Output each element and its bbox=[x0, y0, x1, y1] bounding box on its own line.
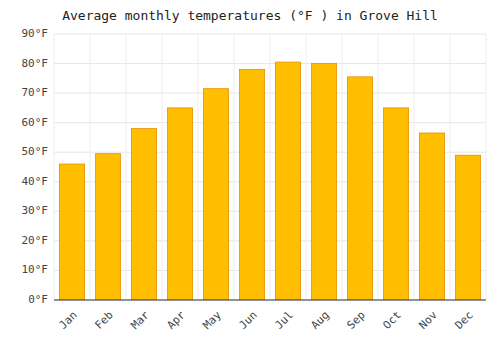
bar bbox=[59, 164, 84, 300]
x-tick-label: Nov bbox=[417, 308, 441, 332]
category-separator bbox=[270, 34, 271, 300]
category-separator bbox=[450, 34, 451, 300]
category-separator bbox=[162, 34, 163, 300]
x-tick-label: Feb bbox=[93, 309, 116, 332]
x-tick-label: Jul bbox=[273, 309, 296, 332]
x-tick-label: Mar bbox=[129, 308, 153, 332]
bar bbox=[311, 64, 336, 300]
category-separator bbox=[234, 34, 235, 300]
x-tick-label: Apr bbox=[165, 308, 189, 332]
y-tick-label: 50°F bbox=[22, 145, 49, 158]
title: Average monthly temperatures (°F ) in Gr… bbox=[62, 8, 438, 23]
category-separator bbox=[486, 34, 487, 300]
category-separator bbox=[378, 34, 379, 300]
x-tick-label: Jan bbox=[57, 309, 80, 332]
category-separator bbox=[90, 34, 91, 300]
bar bbox=[239, 69, 264, 300]
bar bbox=[131, 129, 156, 300]
y-tick-label: 10°F bbox=[22, 263, 49, 276]
grid bbox=[54, 34, 486, 300]
x-tick-label: Dec bbox=[453, 309, 476, 332]
y-tick-label: 20°F bbox=[22, 234, 49, 247]
x-axis-line bbox=[54, 300, 486, 301]
bars bbox=[59, 62, 480, 300]
bar bbox=[203, 89, 228, 300]
x-tick-label: Oct bbox=[381, 309, 404, 332]
chart: 0°F 10°F 20°F 30°F 40°F 50°F 60°F 70°F 80°F 90°F J… bbox=[0, 0, 500, 350]
x-tick-label: Jun bbox=[237, 309, 260, 332]
bar bbox=[95, 154, 120, 300]
y-tick-label: 70°F bbox=[22, 86, 49, 99]
x-axis: Jan Feb Mar Apr May Jun Jul Aug Sep Oct Nov Dec bbox=[57, 308, 476, 332]
y-tick-label: 30°F bbox=[22, 204, 49, 217]
category-separator bbox=[198, 34, 199, 300]
bar bbox=[419, 133, 444, 300]
y-tick-label: 40°F bbox=[22, 175, 49, 188]
y-tick-label: 80°F bbox=[22, 57, 49, 70]
y-tick-label: 60°F bbox=[22, 116, 49, 129]
category-separator bbox=[54, 34, 55, 300]
bar bbox=[275, 62, 300, 300]
bar bbox=[455, 155, 480, 300]
category-separator bbox=[306, 34, 307, 300]
y-tick-label: 90°F bbox=[22, 27, 49, 40]
category-separator bbox=[414, 34, 415, 300]
x-tick-label: Aug bbox=[309, 309, 332, 332]
bar bbox=[347, 77, 372, 300]
grid-line bbox=[54, 300, 486, 301]
y-axis: 0°F 10°F 20°F 30°F 40°F 50°F 60°F 70°F 80°F 90°F bbox=[22, 27, 49, 306]
x-tick-label: May bbox=[201, 308, 225, 332]
chart-container: 0°F 10°F 20°F 30°F 40°F 50°F 60°F 70°F 80°F 90°F J… bbox=[0, 0, 500, 350]
x-tick-label: Sep bbox=[345, 309, 368, 332]
category-separator bbox=[342, 34, 343, 300]
bar bbox=[383, 108, 408, 300]
category-separator bbox=[126, 34, 127, 300]
bar bbox=[167, 108, 192, 300]
y-tick-label: 0°F bbox=[28, 293, 48, 306]
